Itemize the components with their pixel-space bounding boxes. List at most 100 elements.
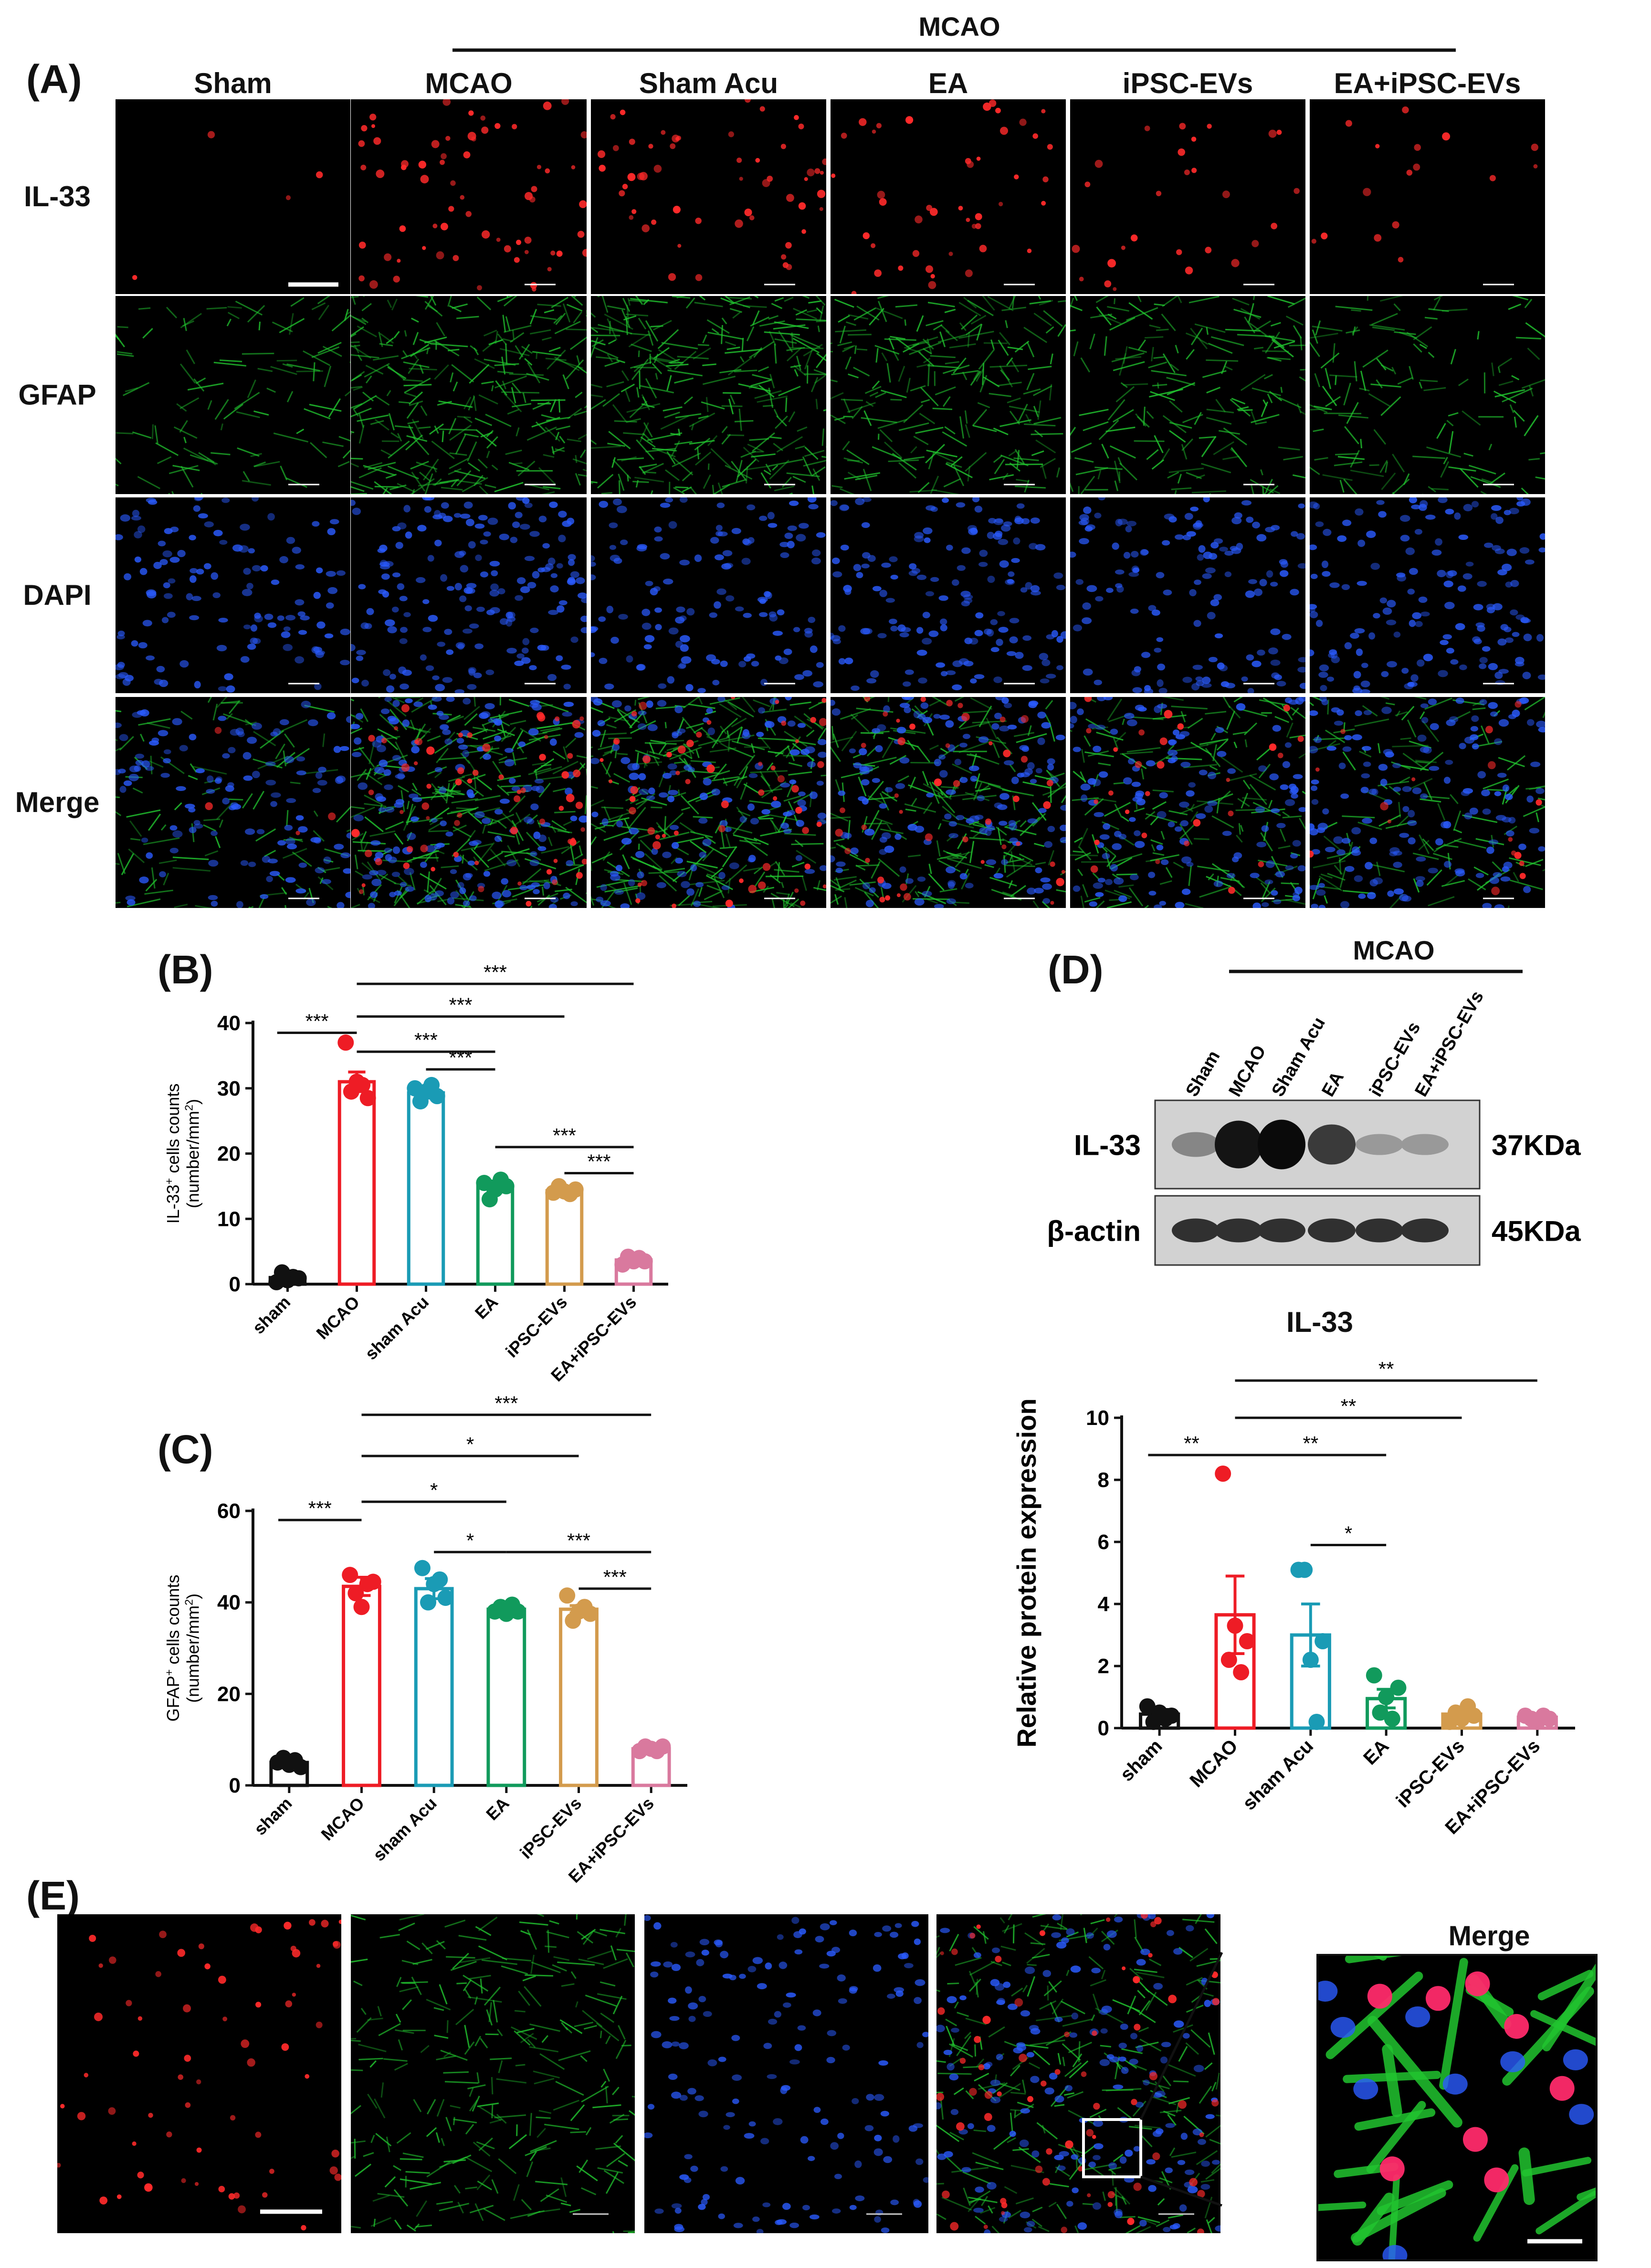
micrograph-background <box>116 697 350 908</box>
data-point <box>353 1599 370 1615</box>
x-tick-label: sham <box>1116 1735 1167 1785</box>
micrograph-background <box>1070 296 1305 494</box>
micrograph-tile <box>1070 697 1305 908</box>
data-point <box>420 1594 437 1611</box>
blot-size-label: 45KDa <box>1492 1215 1581 1247</box>
blot-row-label: IL-33 <box>1074 1129 1141 1161</box>
x-tick-label: EA <box>482 1793 513 1824</box>
micrograph-background <box>936 1914 1220 2233</box>
data-point <box>1372 1704 1388 1721</box>
micrograph-tile <box>1310 99 1545 294</box>
y-tick-label: 10 <box>1086 1406 1109 1430</box>
lane-label: MCAO <box>1225 1042 1270 1100</box>
data-point <box>1390 1679 1407 1696</box>
blot-band <box>1215 1120 1262 1169</box>
panel-b-label: (B) <box>158 947 213 992</box>
significance-label: * <box>430 1479 438 1501</box>
significance-label: ** <box>1184 1432 1199 1455</box>
data-point <box>354 1076 371 1093</box>
significance-label: *** <box>449 1046 472 1069</box>
bar <box>407 1091 445 1286</box>
data-point <box>1366 1667 1382 1684</box>
lane-label: EA+iPSC-EVs <box>1411 988 1487 1100</box>
micrograph-background <box>351 99 587 294</box>
y-axis-label: GFAP+ cells counts <box>163 1575 183 1722</box>
data-point <box>293 1759 309 1775</box>
data-point <box>1227 1617 1243 1634</box>
blot-band <box>1356 1134 1403 1155</box>
y-axis-label-sup: + <box>163 1178 175 1185</box>
significance-label: ** <box>1341 1395 1357 1417</box>
column-headers: Sham MCAO Sham Acu EA iPSC-EVs EA+iPSC-EVs <box>194 67 1521 99</box>
micrograph-background <box>1310 99 1545 294</box>
micrograph-tile <box>591 497 826 693</box>
micrograph-background <box>591 296 826 494</box>
data-point <box>1314 1633 1331 1649</box>
y-axis-label-line2: (number/mm2) <box>182 1099 202 1208</box>
y-axis-label2-rest: ) <box>183 1099 202 1105</box>
micrograph-tile <box>831 697 1066 908</box>
row-label: DAPI <box>23 579 91 611</box>
micrograph-background <box>644 1914 928 2233</box>
significance-label: *** <box>308 1497 332 1519</box>
data-point <box>636 1253 653 1270</box>
y-tick-label: 10 <box>217 1207 241 1231</box>
panel-e-images <box>57 1914 1598 2261</box>
x-tick-label: sham Acu <box>369 1793 441 1865</box>
y-tick-label: 6 <box>1098 1530 1109 1554</box>
x-tick-label: iPSC-EVs <box>502 1292 571 1361</box>
micrograph-background <box>351 497 587 693</box>
data-point <box>582 1605 599 1622</box>
blot-band <box>1258 1218 1305 1243</box>
data-point <box>365 1573 381 1590</box>
data-point <box>1215 1466 1231 1482</box>
x-tick-label: iPSC-EVs <box>516 1793 585 1863</box>
y-axis-label-rest: cells counts <box>163 1575 183 1669</box>
micrograph-tile <box>116 296 350 494</box>
data-point <box>498 1178 515 1194</box>
data-point <box>429 1088 445 1105</box>
micrograph-tile <box>351 99 587 294</box>
blot-band <box>1172 1218 1220 1243</box>
data-point <box>1308 1714 1325 1730</box>
micrograph-background <box>1310 497 1545 693</box>
zoom-box <box>1082 2118 1142 2178</box>
data-point <box>510 1603 526 1620</box>
blot-band <box>1401 1218 1449 1243</box>
blot-band <box>1308 1218 1356 1243</box>
data-point <box>567 1181 584 1198</box>
y-tick-label: 20 <box>217 1142 241 1166</box>
column-header: EA+iPSC-EVs <box>1334 67 1521 99</box>
blot-band <box>1172 1132 1220 1157</box>
data-point <box>1384 1710 1400 1727</box>
blot-band <box>1258 1119 1305 1170</box>
significance-label: *** <box>484 961 507 983</box>
x-tick-label: sham Acu <box>1239 1735 1317 1814</box>
row-label: Merge <box>15 786 100 818</box>
y-axis-label2-main: (number/mm <box>183 1111 202 1208</box>
chart-d-title: IL-33 <box>1286 1306 1353 1338</box>
y-axis-label-sup: + <box>163 1669 175 1676</box>
mcao-group-label: MCAO <box>918 11 1000 42</box>
significance-label: *** <box>494 1392 518 1414</box>
x-tick-label: sham Acu <box>361 1292 432 1364</box>
data-point <box>1233 1664 1250 1680</box>
y-tick-label: 40 <box>217 1591 241 1614</box>
micrograph-background <box>351 296 587 494</box>
micrograph-background <box>116 99 350 294</box>
y-axis-label2-sup: 2 <box>182 1599 195 1605</box>
x-tick-label: MCAO <box>1186 1735 1242 1792</box>
micrograph-tile <box>591 296 826 494</box>
micrograph-background <box>1310 697 1545 908</box>
y-axis-label-line2: (number/mm2) <box>182 1593 202 1703</box>
data-point <box>1541 1710 1558 1727</box>
y-axis-label-main: GFAP <box>163 1676 183 1721</box>
micrograph-tile <box>1310 697 1545 908</box>
zoom-frame <box>1316 1954 1598 2261</box>
data-point <box>342 1567 358 1583</box>
micrograph-tile <box>351 697 587 908</box>
data-point <box>1296 1561 1313 1578</box>
